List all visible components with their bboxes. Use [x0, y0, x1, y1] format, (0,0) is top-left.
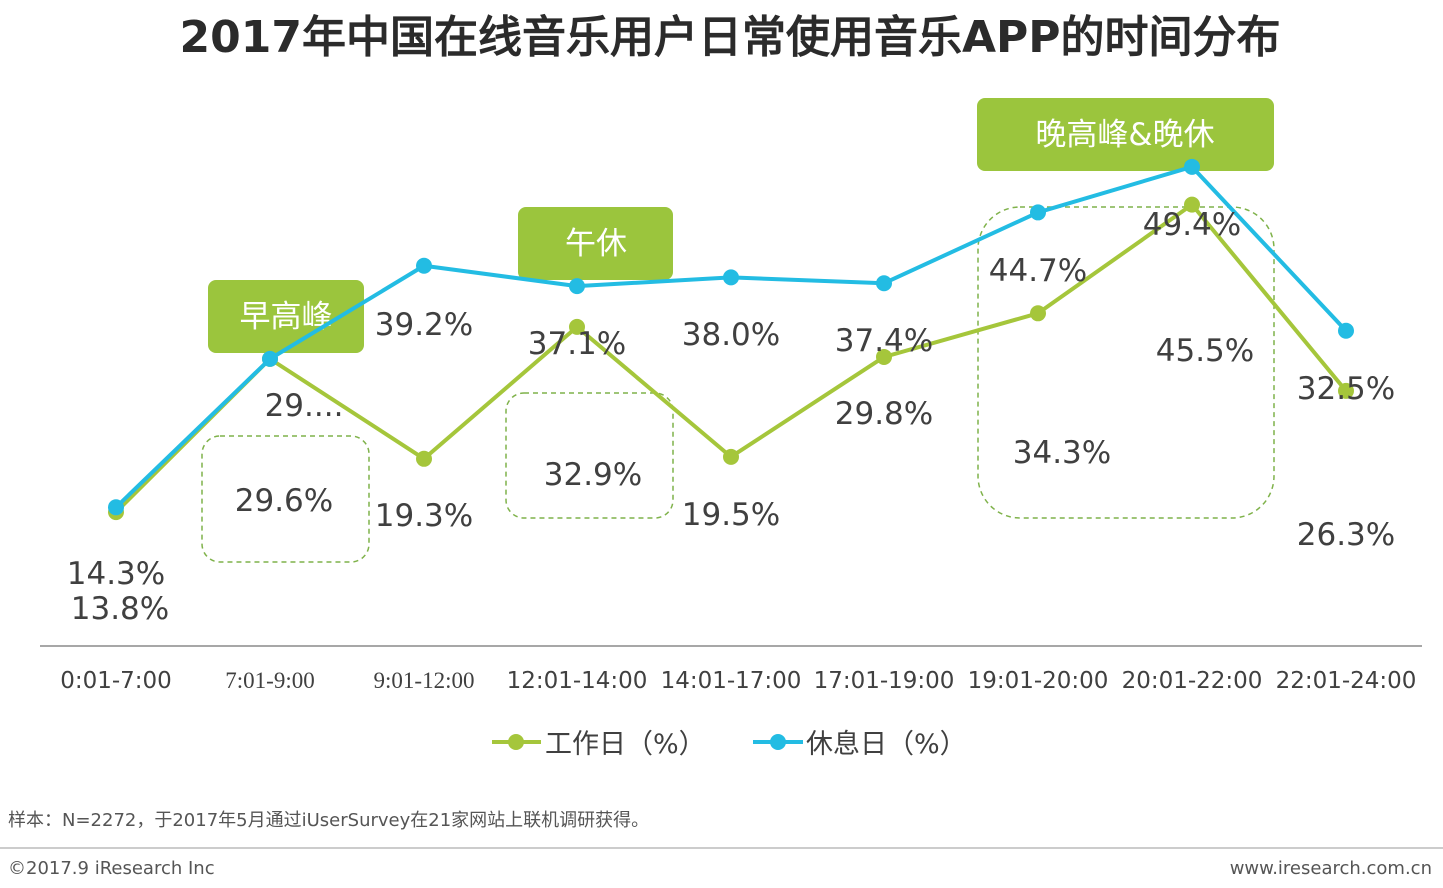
x-tick-label: 7:01-9:00	[225, 668, 314, 693]
x-tick-label: 22:01-24:00	[1276, 668, 1417, 694]
series-1-data-label: 38.0%	[682, 317, 780, 353]
series-1-point	[416, 257, 432, 274]
tag-lunch-break-label: 午休	[565, 226, 627, 262]
x-tick-label: 19:01-20:00	[968, 668, 1109, 694]
series-0-point	[1030, 305, 1046, 322]
series-0-data-label: 13.8%	[71, 591, 169, 627]
legend: 工作日（%） 休息日（%）	[492, 729, 967, 760]
legend-weekend-marker	[770, 734, 786, 750]
series-1-data-label: 37.4%	[835, 323, 933, 359]
tag-lunch-break: 午休	[518, 207, 673, 280]
series-1-point	[262, 350, 278, 367]
legend-item-weekend: 休息日（%）	[753, 729, 967, 760]
series-1-data-label: 39.2%	[375, 307, 473, 343]
tag-evening-box	[977, 98, 1274, 171]
x-tick-label: 0:01-7:00	[60, 668, 172, 694]
legend-workday-marker	[508, 734, 524, 750]
series-1-point	[1338, 322, 1354, 339]
tag-evening: 晚高峰&晚休	[977, 98, 1274, 171]
series-0-data-label: 26.3%	[1297, 517, 1395, 553]
series-0-point	[569, 318, 585, 335]
series-1-point	[1184, 158, 1200, 175]
evening-region	[977, 206, 1275, 519]
legend-weekend-label: 休息日（%）	[806, 729, 967, 760]
series-1-point	[569, 278, 585, 295]
series-0-data-label: 32.9%	[544, 457, 642, 493]
chart-title: 2017年中国在线音乐用户日常使用音乐APP的时间分布	[179, 12, 1280, 63]
series-0-point	[876, 348, 892, 365]
series-1-data-label: 29....	[265, 388, 344, 424]
legend-workday-label: 工作日（%）	[545, 729, 706, 760]
x-tick-label: 12:01-14:00	[507, 668, 648, 694]
x-axis-ticks: 0:01-7:00 7:01-9:00 9:01-12:00 12:01-14:00 1…	[60, 668, 1416, 694]
series-1-point	[876, 275, 892, 292]
series-0-data-label: 29.8%	[835, 396, 933, 432]
tag-morning-peak-box	[208, 280, 364, 353]
series-1-point	[1030, 204, 1046, 221]
source-url: www.iresearch.com.cn	[1230, 858, 1432, 879]
series-0-point	[1184, 196, 1200, 213]
series-0-data-label: 29.6%	[235, 483, 333, 519]
sample-note: 样本：N=2272，于2017年5月通过iUserSurvey在21家网站上联机…	[8, 810, 649, 831]
tag-evening-label: 晚高峰&晚休	[1035, 117, 1214, 153]
series-1-data-label: 37.1%	[528, 326, 626, 362]
x-tick-label: 9:01-12:00	[374, 668, 475, 693]
series-layer	[108, 158, 1354, 521]
series-0-data-label: 45.5%	[1156, 333, 1254, 369]
series-0-data-label: 19.5%	[682, 497, 780, 533]
series-1-data-label: 49.4%	[1143, 207, 1241, 243]
data-label-layer: 13.8% 29.6% 19.3% 32.9% 19.5% 29.8% 34.3% 45.5%…	[67, 207, 1395, 627]
copyright: ©2017.9 iResearch Inc	[8, 858, 215, 879]
x-tick-label: 14:01-17:00	[661, 668, 802, 694]
series-0-data-label: 19.3%	[375, 498, 473, 534]
series-0-point	[416, 450, 432, 467]
series-1-point	[723, 269, 739, 286]
series-1-point	[108, 499, 124, 516]
morning-peak-region	[201, 435, 370, 563]
lunch-break-region	[505, 392, 674, 519]
series-1-data-label: 32.5%	[1297, 371, 1395, 407]
x-tick-label: 20:01-22:00	[1122, 668, 1263, 694]
series-1-data-label: 14.3%	[67, 556, 165, 592]
series-1-data-label: 44.7%	[989, 253, 1087, 289]
series-0-point	[723, 448, 739, 465]
legend-item-workday: 工作日（%）	[492, 729, 706, 760]
x-tick-label: 17:01-19:00	[814, 668, 955, 694]
series-0-data-label: 34.3%	[1013, 435, 1111, 471]
tag-lunch-break-box	[518, 207, 673, 280]
series-0-point	[1338, 382, 1354, 399]
